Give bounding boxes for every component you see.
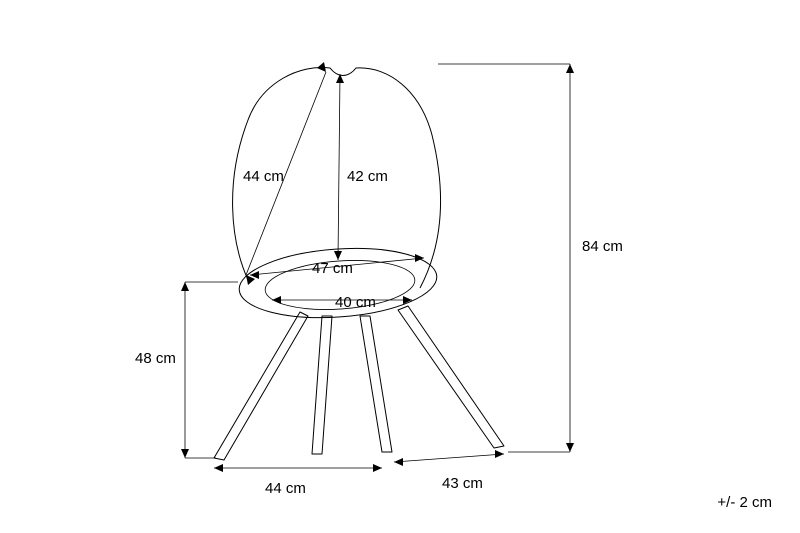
label-back-edge: 44 cm	[243, 168, 284, 185]
label-seat-height: 48 cm	[135, 350, 176, 367]
label-seat-width: 47 cm	[312, 260, 353, 277]
label-back-inner: 42 cm	[347, 168, 388, 185]
label-total-height: 84 cm	[582, 238, 623, 255]
label-seat-depth: 40 cm	[335, 294, 376, 311]
tolerance-note: +/- 2 cm	[717, 494, 772, 511]
label-base-width: 44 cm	[265, 480, 306, 497]
label-base-depth: 43 cm	[442, 475, 483, 492]
